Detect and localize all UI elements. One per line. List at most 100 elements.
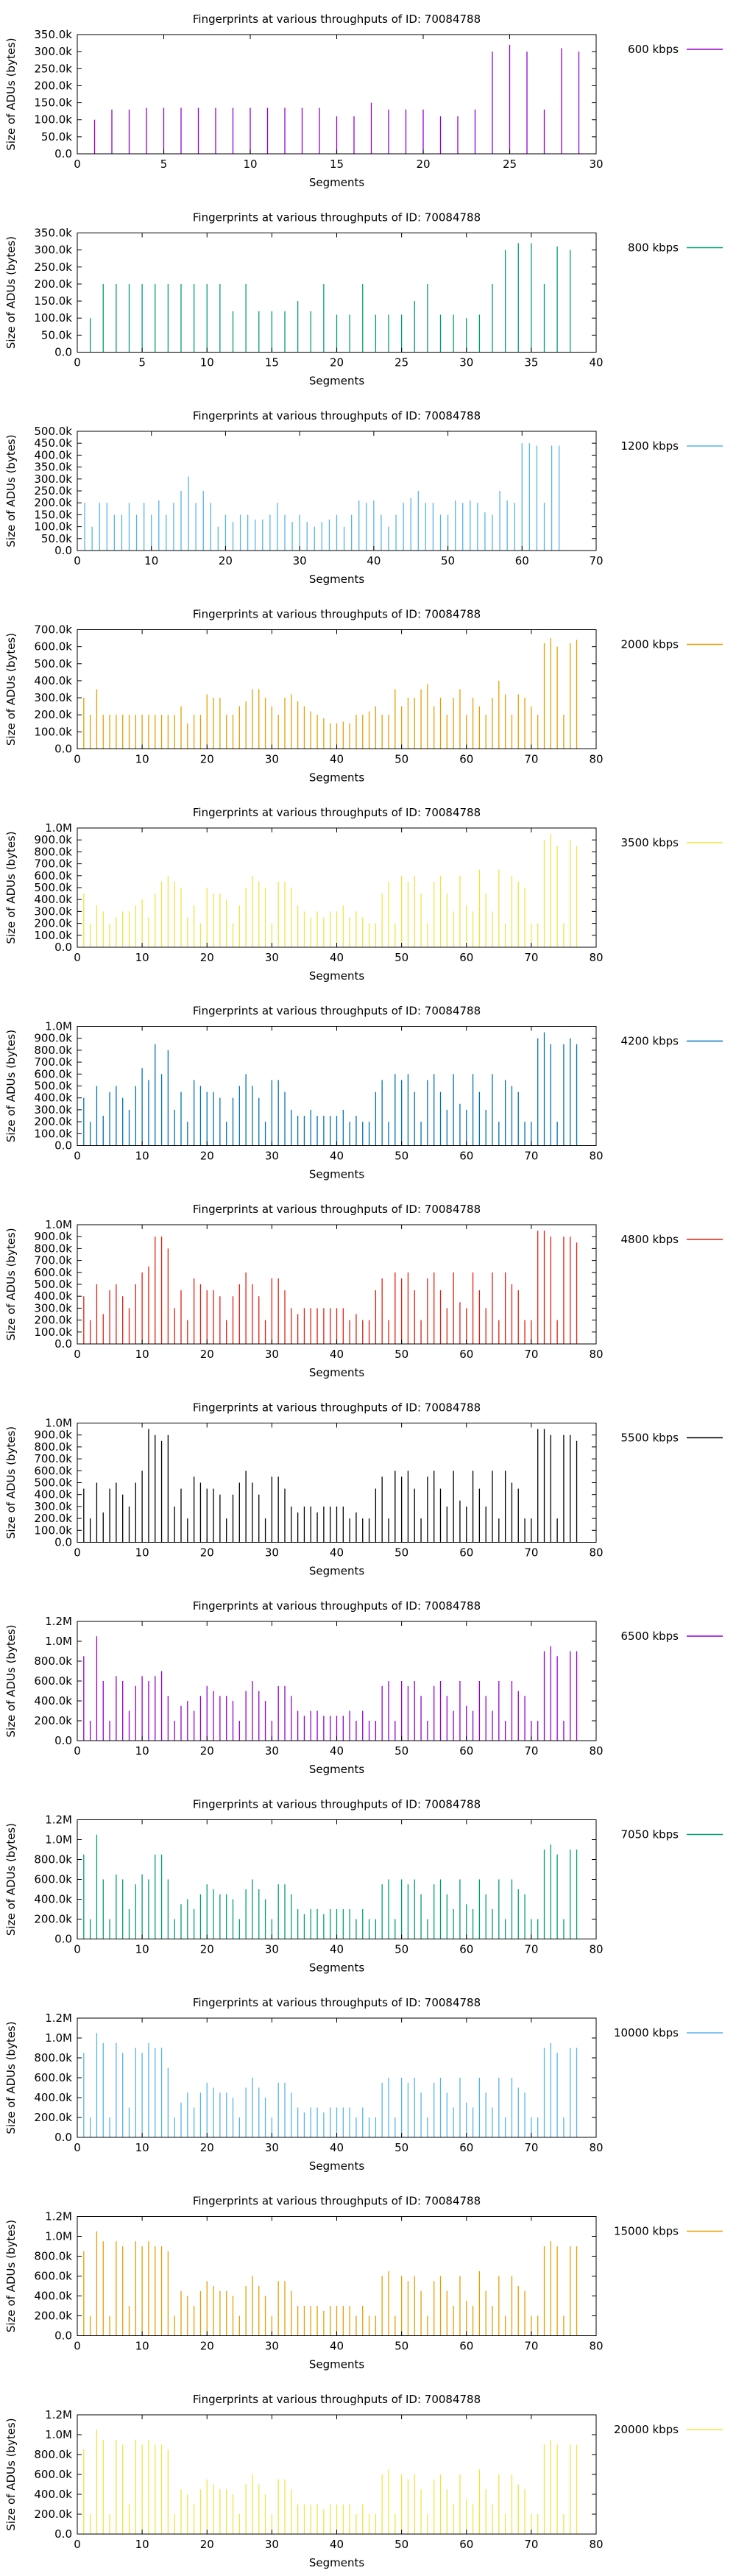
- x-tick-label: 50: [394, 1943, 408, 1956]
- x-tick-label: 25: [503, 158, 517, 171]
- y-tick-label: 500.0k: [34, 425, 72, 438]
- x-tick-label: 60: [459, 951, 473, 964]
- x-tick-label: 40: [330, 1150, 344, 1163]
- y-tick-label: 500.0k: [34, 1476, 72, 1490]
- x-tick-label: 50: [394, 1546, 408, 1560]
- y-tick-label: 700.0k: [34, 623, 72, 637]
- y-tick-label: 600.0k: [34, 869, 72, 882]
- x-tick-label: 0: [74, 2141, 81, 2154]
- y-tick-label: 300.0k: [34, 1103, 72, 1117]
- y-tick-label: 200.0k: [34, 1714, 72, 1727]
- y-tick-label: 1.0M: [45, 2230, 72, 2243]
- x-tick-label: 70: [524, 1943, 538, 1956]
- x-tick-label: 40: [330, 1348, 344, 1361]
- y-tick-label: 800.0k: [34, 2448, 72, 2461]
- x-tick-label: 0: [74, 158, 81, 171]
- x-tick-label: 80: [589, 1943, 603, 1956]
- x-tick-label: 80: [589, 2538, 603, 2551]
- y-tick-label: 250.0k: [34, 484, 72, 498]
- y-tick-label: 600.0k: [34, 1266, 72, 1279]
- y-tick-label: 0.0: [54, 1337, 72, 1351]
- x-tick-label: 0: [74, 2538, 81, 2551]
- x-tick-label: 60: [459, 1943, 473, 1956]
- x-tick-label: 0: [74, 1744, 81, 1758]
- x-tick-label: 70: [524, 1348, 538, 1361]
- x-tick-label: 60: [459, 2538, 473, 2551]
- x-tick-label: 0: [74, 1943, 81, 1956]
- y-tick-label: 150.0k: [34, 294, 72, 308]
- y-tick-label: 600.0k: [34, 640, 72, 654]
- x-tick-label: 50: [394, 753, 408, 766]
- chart-panel: Fingerprints at various throughputs of I…: [4, 1203, 723, 1379]
- x-tick-label: 10: [135, 1943, 149, 1956]
- x-tick-label: 0: [74, 1348, 81, 1361]
- x-tick-label: 10: [135, 753, 149, 766]
- x-tick-label: 5: [138, 356, 146, 369]
- y-tick-label: 100.0k: [34, 1326, 72, 1339]
- x-tick-label: 50: [394, 2141, 408, 2154]
- x-tick-label: 80: [589, 2340, 603, 2353]
- x-axis-label: Segments: [309, 1168, 365, 1181]
- y-axis-label: Size of ADUs (bytes): [4, 1228, 18, 1340]
- x-tick-label: 60: [459, 1150, 473, 1163]
- y-tick-label: 500.0k: [34, 1278, 72, 1291]
- y-tick-label: 600.0k: [34, 1464, 72, 1477]
- y-tick-label: 200.0k: [34, 1913, 72, 1926]
- y-tick-label: 300.0k: [34, 905, 72, 918]
- y-tick-label: 900.0k: [34, 833, 72, 846]
- x-tick-label: 0: [74, 951, 81, 964]
- y-tick-label: 600.0k: [34, 1674, 72, 1688]
- chart-panel: Fingerprints at various throughputs of I…: [4, 608, 723, 785]
- y-tick-label: 200.0k: [34, 1115, 72, 1128]
- x-tick-label: 70: [524, 951, 538, 964]
- y-tick-label: 1.2M: [45, 2408, 72, 2421]
- y-tick-label: 400.0k: [34, 1893, 72, 1906]
- x-tick-label: 40: [330, 2538, 344, 2551]
- y-tick-label: 100.0k: [34, 113, 72, 127]
- y-tick-label: 400.0k: [34, 1488, 72, 1501]
- y-tick-label: 0.0: [54, 1536, 72, 1549]
- x-tick-label: 40: [330, 1744, 344, 1758]
- x-tick-label: 80: [589, 1546, 603, 1560]
- legend-label: 7050 kbps: [621, 1828, 679, 1841]
- chart-title: Fingerprints at various throughputs of I…: [193, 806, 481, 819]
- x-tick-label: 30: [265, 1744, 279, 1758]
- y-tick-label: 300.0k: [34, 45, 72, 58]
- x-tick-label: 40: [330, 1546, 344, 1560]
- x-tick-label: 20: [200, 951, 214, 964]
- x-axis-label: Segments: [309, 2159, 365, 2173]
- x-tick-label: 50: [394, 2538, 408, 2551]
- y-tick-label: 1.0M: [45, 1020, 72, 1033]
- x-axis-label: Segments: [309, 771, 365, 785]
- x-tick-label: 70: [524, 2340, 538, 2353]
- y-tick-label: 0.0: [54, 941, 72, 954]
- x-axis-label: Segments: [309, 2556, 365, 2569]
- x-tick-label: 70: [524, 1744, 538, 1758]
- x-tick-label: 5: [160, 158, 168, 171]
- y-tick-label: 600.0k: [34, 2270, 72, 2283]
- y-tick-label: 300.0k: [34, 691, 72, 704]
- y-tick-label: 300.0k: [34, 473, 72, 486]
- x-tick-label: 80: [589, 1744, 603, 1758]
- y-tick-label: 500.0k: [34, 1080, 72, 1093]
- x-tick-label: 70: [524, 753, 538, 766]
- x-axis-label: Segments: [309, 573, 365, 586]
- y-tick-label: 1.0M: [45, 2031, 72, 2045]
- y-tick-label: 0.0: [54, 2329, 72, 2343]
- y-tick-label: 450.0k: [34, 436, 72, 450]
- y-tick-label: 50.0k: [41, 532, 72, 545]
- y-tick-label: 50.0k: [41, 328, 72, 342]
- x-tick-label: 70: [524, 1150, 538, 1163]
- y-tick-label: 500.0k: [34, 657, 72, 670]
- x-tick-label: 20: [200, 1150, 214, 1163]
- y-tick-label: 200.0k: [34, 277, 72, 291]
- x-tick-label: 60: [459, 2340, 473, 2353]
- y-tick-label: 1.2M: [45, 2011, 72, 2025]
- y-tick-label: 800.0k: [34, 1044, 72, 1057]
- y-tick-label: 0.0: [54, 743, 72, 756]
- y-tick-label: 400.0k: [34, 1289, 72, 1303]
- x-tick-label: 60: [459, 2141, 473, 2154]
- y-tick-label: 100.0k: [34, 725, 72, 738]
- x-tick-label: 30: [265, 2141, 279, 2154]
- x-tick-label: 20: [416, 158, 430, 171]
